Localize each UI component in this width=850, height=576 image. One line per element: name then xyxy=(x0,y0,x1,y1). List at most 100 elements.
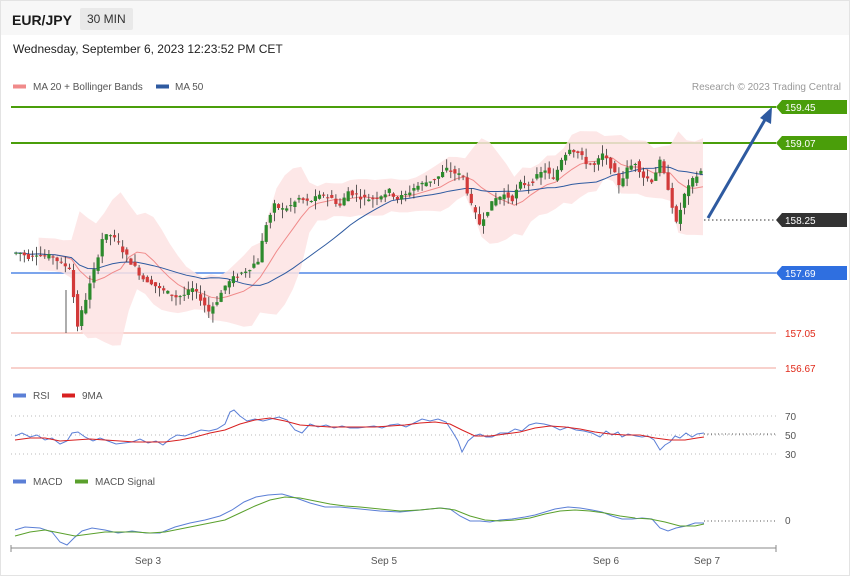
candle-body xyxy=(22,252,26,256)
candle xyxy=(88,275,92,309)
candle xyxy=(199,285,203,306)
candle-body xyxy=(408,192,412,196)
candle xyxy=(194,283,199,299)
candle-body xyxy=(428,181,432,183)
candle-body xyxy=(313,196,317,201)
candle xyxy=(281,202,285,219)
candle-body xyxy=(420,182,424,185)
rsi9ma-legend-label: 9MA xyxy=(82,391,103,402)
candle-body xyxy=(67,267,71,269)
candle-body xyxy=(637,161,641,173)
candle-body xyxy=(592,163,596,165)
candle-body xyxy=(141,275,145,280)
candle-body xyxy=(309,201,313,202)
candle xyxy=(240,271,244,276)
candle xyxy=(527,181,531,194)
candle-body xyxy=(687,185,691,197)
candle xyxy=(465,172,469,196)
candle xyxy=(490,201,494,211)
candle xyxy=(260,233,264,263)
candle xyxy=(35,246,39,266)
candle xyxy=(67,263,71,270)
candle xyxy=(486,211,490,218)
candle xyxy=(215,296,219,307)
candle xyxy=(203,290,207,313)
candle xyxy=(535,167,539,181)
candle-body xyxy=(453,169,457,174)
candle-body xyxy=(473,207,477,213)
candle xyxy=(453,165,457,181)
candle-body xyxy=(158,286,162,289)
candle xyxy=(39,246,43,257)
candle xyxy=(543,163,547,180)
candle-body xyxy=(391,193,395,197)
candle-body xyxy=(30,255,35,257)
candle-body xyxy=(367,199,371,202)
candle xyxy=(404,190,408,202)
candle-body xyxy=(350,190,354,196)
candle xyxy=(207,296,211,318)
candle xyxy=(547,161,551,179)
candle xyxy=(678,202,682,231)
candle-body xyxy=(494,198,498,206)
candle xyxy=(363,189,367,206)
candle xyxy=(112,229,117,242)
candle-body xyxy=(35,255,39,257)
candle-body xyxy=(281,208,285,210)
candle xyxy=(494,192,498,207)
candle-body xyxy=(449,170,453,172)
candle xyxy=(514,184,518,206)
candle xyxy=(383,189,387,203)
candle-body xyxy=(203,297,207,306)
candle xyxy=(153,282,158,294)
candle xyxy=(379,195,383,203)
chart-header: EUR/JPY 30 MIN xyxy=(1,1,849,35)
candle xyxy=(506,184,510,204)
rsi-level-50: 50 xyxy=(785,431,797,442)
candle xyxy=(420,181,424,191)
candle-body xyxy=(691,178,695,187)
candle-body xyxy=(646,176,650,179)
candle-body xyxy=(121,246,125,253)
candle-body xyxy=(26,254,30,259)
resistance-value-2: 159.07 xyxy=(785,139,816,150)
timeframe-badge[interactable]: 30 MIN xyxy=(80,8,133,30)
candle-body xyxy=(629,165,633,170)
candle-body xyxy=(576,151,580,153)
candle xyxy=(285,205,289,213)
candle-body xyxy=(543,170,547,173)
candle-body xyxy=(338,203,342,206)
candle xyxy=(682,192,687,215)
candle-body xyxy=(317,194,322,199)
candle xyxy=(322,192,326,198)
candle xyxy=(30,250,35,262)
candle xyxy=(276,203,281,210)
candle xyxy=(26,249,30,262)
candle xyxy=(371,195,375,208)
candle-body xyxy=(379,196,383,200)
candle xyxy=(523,175,527,189)
candle xyxy=(600,145,605,167)
candle-body xyxy=(555,169,559,181)
candle-body xyxy=(51,256,55,258)
candle xyxy=(121,240,125,259)
candle-body xyxy=(416,185,420,190)
time-tick-sep6: Sep 6 xyxy=(593,556,620,567)
candle-body xyxy=(633,164,637,165)
time-tick-sep3: Sep 3 xyxy=(135,556,162,567)
candle xyxy=(359,189,363,209)
macd-legend-swatch xyxy=(13,479,26,484)
candle xyxy=(691,176,695,194)
candle xyxy=(457,168,461,181)
macd-legend-label: MACD xyxy=(33,477,62,488)
candle-body xyxy=(404,193,408,195)
candle-body xyxy=(625,167,629,179)
ma50-legend-label: MA 50 xyxy=(175,82,204,93)
candle xyxy=(268,212,272,229)
candle xyxy=(375,191,379,206)
candle-body xyxy=(666,172,670,190)
price-labels: 159.45 159.07 158.25 157.69 157.05 156.6… xyxy=(776,100,847,375)
candle xyxy=(650,178,654,184)
candle xyxy=(518,179,523,191)
candle-body xyxy=(699,170,703,174)
